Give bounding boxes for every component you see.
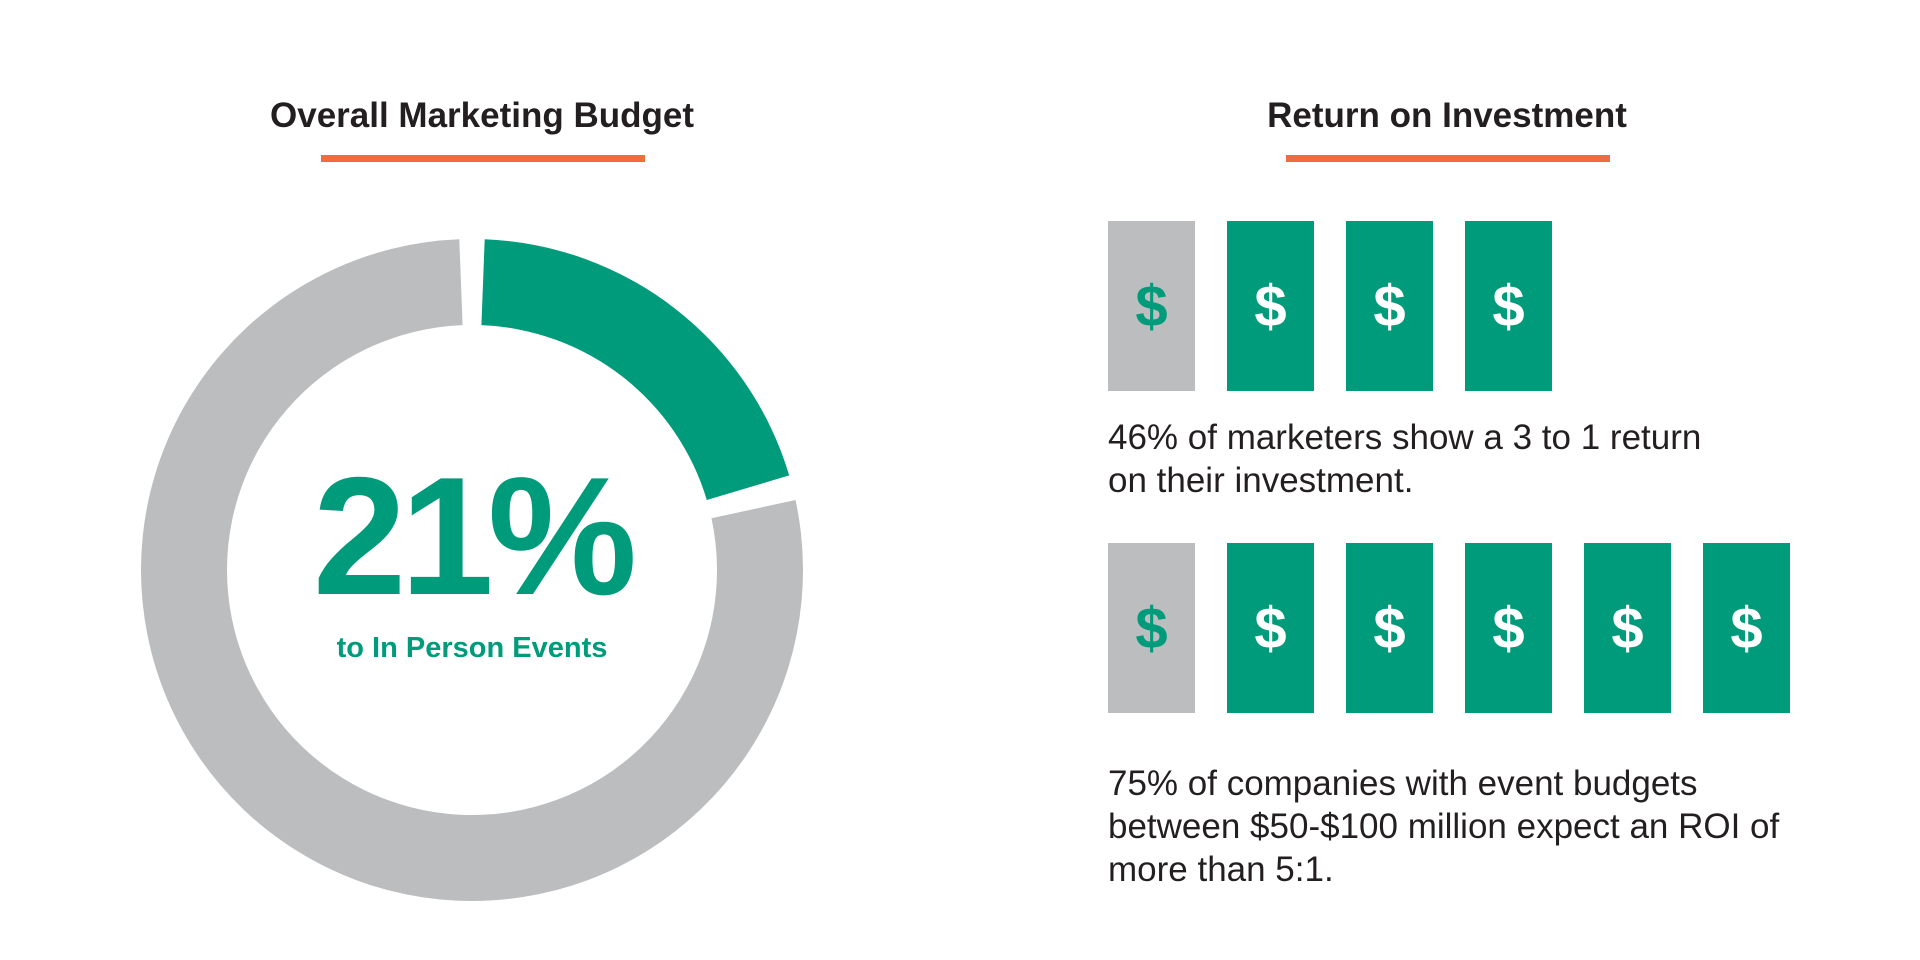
returned-dollar-bill: $ (1465, 221, 1552, 391)
returned-dollar-bill: $ (1227, 221, 1314, 391)
budget-donut-chart (140, 239, 804, 902)
invested-dollar-bill: $ (1108, 221, 1195, 391)
roi-title: Return on Investment (1267, 96, 1627, 135)
returned-dollar-bill: $ (1346, 543, 1433, 713)
returned-dollar-bill: $ (1584, 543, 1671, 713)
returned-dollar-bill: $ (1465, 543, 1552, 713)
budget-title: Overall Marketing Budget (270, 96, 694, 135)
roi-stat-text-1: 46% of marketers show a 3 to 1 return on… (1108, 418, 1702, 500)
roi-stat-text-2: 75% of companies with event budgets betw… (1108, 764, 1780, 889)
invested-dollar-bill: $ (1108, 543, 1195, 713)
roi-title-underline (1286, 155, 1610, 162)
roi-bills-row-3-to-1: $ $ $ $ (1108, 221, 1552, 391)
donut-slice-in-person-events (481, 239, 790, 501)
returned-dollar-bill: $ (1346, 221, 1433, 391)
returned-dollar-bill: $ (1703, 543, 1790, 713)
budget-title-underline (321, 155, 645, 162)
budget-percentage: 21% (312, 442, 637, 630)
returned-dollar-bill: $ (1227, 543, 1314, 713)
budget-percentage-caption: to In Person Events (336, 632, 608, 664)
roi-bills-row-5-to-1: $ $ $ $ $ $ (1108, 543, 1790, 713)
